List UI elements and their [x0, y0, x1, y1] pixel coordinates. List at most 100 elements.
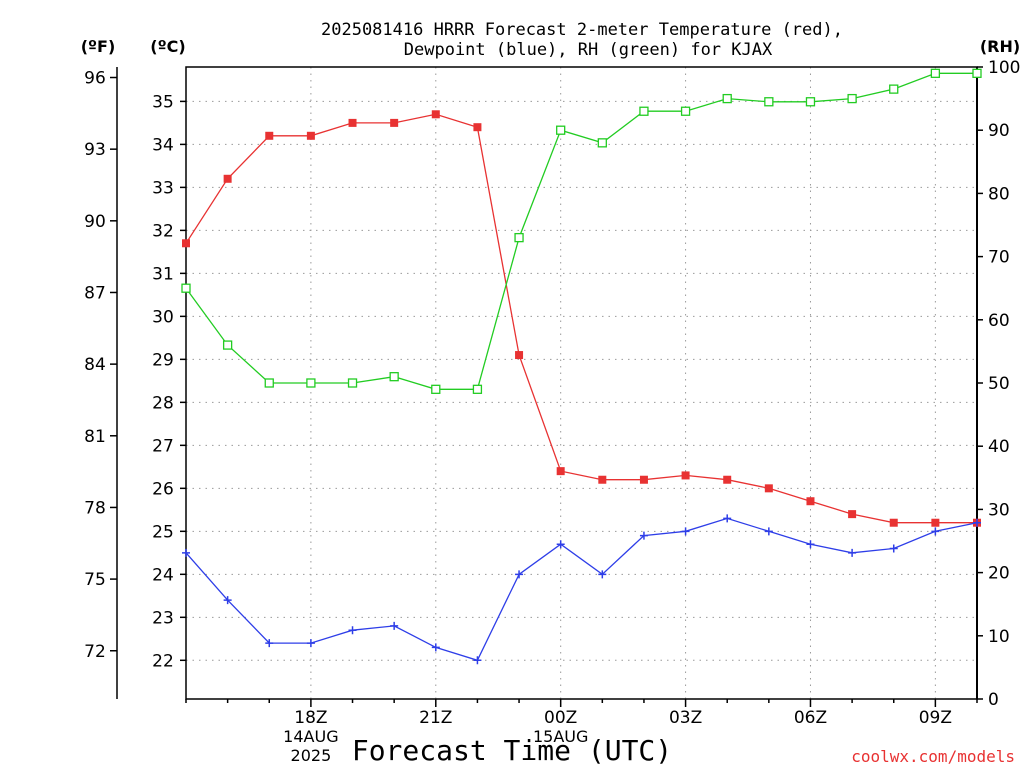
- temperature-point: [348, 118, 357, 127]
- rh-point: [347, 378, 358, 388]
- rh-tick-label: 40: [988, 437, 1010, 457]
- rh-point: [764, 97, 774, 107]
- rh-tick-label: 20: [988, 564, 1010, 584]
- dewpoint-point: [681, 527, 690, 536]
- celsius-tick-label: 25: [152, 522, 174, 542]
- time-tick-date-label: 14AUG: [283, 727, 338, 746]
- rh-point: [722, 93, 732, 104]
- fahrenheit-tick-label: 81: [84, 427, 106, 447]
- temperature-point: [889, 518, 898, 527]
- rh-unit-label: (RH): [980, 37, 1020, 56]
- celsius-tick-label: 29: [152, 350, 174, 370]
- temperature-point: [931, 518, 940, 527]
- celsius-tick-label: 33: [152, 178, 174, 198]
- fahrenheit-axis: 72 75 78 81 84 87 90 93 96: [84, 69, 117, 662]
- rh-point: [264, 378, 274, 388]
- dewpoint-point: [931, 527, 940, 536]
- fahrenheit-tick-label: 93: [84, 140, 106, 160]
- rh-point: [181, 283, 191, 293]
- dewpoint-point: [515, 570, 524, 579]
- rh-point: [472, 384, 483, 394]
- time-tick-date-label: 15AUG: [533, 727, 588, 746]
- temperature-point: [556, 467, 565, 476]
- rh-point: [514, 232, 524, 243]
- dewpoint-point: [889, 544, 898, 553]
- temperature-point: [306, 131, 315, 140]
- fahrenheit-tick-label: 87: [84, 283, 106, 303]
- celsius-axis: 22 23 24 25 26 27 28 29 30 31 32 33 34 35: [152, 92, 186, 671]
- dewpoint-point: [848, 548, 857, 557]
- rh-tick-label: 0: [988, 690, 999, 710]
- celsius-tick-label: 24: [152, 565, 174, 585]
- dewpoint-point: [182, 548, 190, 557]
- rh-tick-label: 50: [988, 374, 1010, 394]
- rh-point: [972, 68, 982, 78]
- celsius-tick-label: 32: [152, 221, 174, 241]
- celsius-tick-label: 35: [152, 92, 174, 112]
- dewpoint-point: [390, 621, 399, 630]
- time-tick-label: 18Z: [294, 708, 327, 728]
- rh-point: [889, 84, 899, 94]
- rh-tick-label: 70: [988, 248, 1010, 268]
- chart-title-line2: Dewpoint (blue), RH (green) for KJAX: [404, 40, 773, 60]
- celsius-tick-label: 31: [152, 264, 174, 284]
- rh-tick-label: 30: [988, 500, 1010, 520]
- dewpoint-point: [223, 596, 232, 605]
- celsius-tick-label: 22: [152, 651, 174, 671]
- fahrenheit-tick-label: 78: [84, 498, 106, 518]
- temperature-point: [431, 110, 440, 119]
- temperature-point: [806, 497, 815, 506]
- celsius-tick-label: 27: [152, 436, 174, 456]
- dewpoint-point: [431, 643, 440, 652]
- grid-lines: [186, 67, 977, 699]
- temperature-point: [223, 174, 232, 183]
- temperature-point: [598, 475, 607, 484]
- temperature-point: [182, 239, 190, 248]
- series-layer: [181, 68, 982, 665]
- temperature-point: [390, 118, 399, 127]
- rh-tick-label: 60: [988, 311, 1010, 331]
- fahrenheit-tick-label: 90: [84, 212, 106, 232]
- dewpoint-point: [473, 656, 482, 665]
- temperature-point: [639, 475, 648, 484]
- temperature-series: [182, 110, 981, 527]
- dewpoint-point: [723, 514, 732, 523]
- rh-point: [805, 97, 816, 107]
- rh-tick-label: 80: [988, 184, 1010, 204]
- dewpoint-point: [598, 570, 607, 579]
- rh-point: [389, 372, 399, 382]
- chart-title-line1: 2025081416 HRRR Forecast 2-meter Tempera…: [321, 20, 843, 40]
- celsius-tick-label: 23: [152, 608, 174, 628]
- x-axis-title: Forecast Time (UTC): [352, 734, 672, 767]
- time-tick-label: 03Z: [669, 708, 702, 728]
- celsius-unit-label: (ºC): [150, 37, 185, 56]
- celsius-tick-label: 28: [152, 393, 174, 413]
- dewpoint-point: [639, 531, 648, 540]
- temperature-point: [681, 471, 690, 480]
- rh-line: [185, 72, 977, 390]
- rh-series: [181, 68, 982, 394]
- time-tick-year-label: 2025: [291, 746, 332, 765]
- rh-point: [431, 384, 441, 394]
- watermark-text: coolwx.com/models: [851, 747, 1015, 766]
- rh-point: [680, 106, 691, 116]
- celsius-tick-label: 26: [152, 479, 174, 499]
- temperature-line: [185, 113, 977, 524]
- fahrenheit-tick-label: 84: [84, 355, 106, 375]
- temperature-point: [473, 123, 482, 132]
- dewpoint-line: [185, 517, 978, 662]
- fahrenheit-tick-label: 96: [84, 69, 106, 89]
- rh-point: [556, 125, 566, 135]
- fahrenheit-tick-label: 75: [84, 570, 106, 590]
- fahrenheit-unit-label: (ºF): [81, 37, 116, 56]
- temperature-point: [764, 484, 773, 493]
- time-tick-label: 00Z: [544, 708, 577, 728]
- dewpoint-point: [556, 540, 565, 549]
- dewpoint-point: [348, 626, 357, 635]
- dewpoint-point: [306, 639, 315, 648]
- rh-point: [597, 138, 607, 148]
- rh-point: [930, 68, 941, 78]
- rh-point: [639, 106, 649, 116]
